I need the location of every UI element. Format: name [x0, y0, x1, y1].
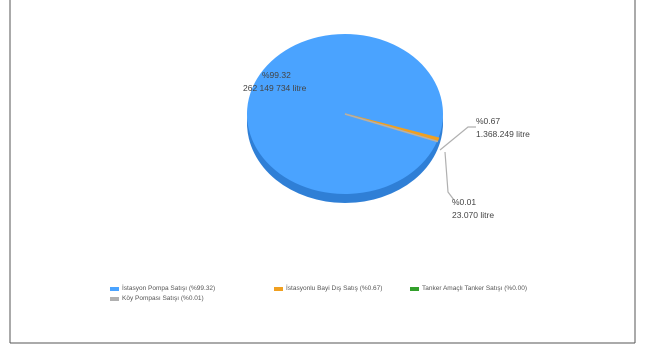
legend-item-tanker: Tanker Amaçlı Tanker Satışı (%0.00)	[410, 285, 570, 294]
label-slice-0-value: 262 149 734 litre	[243, 83, 307, 93]
legend-swatch	[110, 287, 119, 291]
pie-slice-3	[344, 113, 439, 143]
label-slice-3-value: 23.070 litre	[452, 210, 494, 220]
legend-label: Köy Pompası Satışı (%0.01)	[122, 295, 204, 302]
legend-swatch	[410, 287, 419, 291]
label-slice-0-percent: %99.32	[262, 70, 291, 80]
legend-label: İstasyonlu Bayi Dış Satış (%0.67)	[286, 285, 383, 292]
leader-line-0-01	[444, 151, 455, 201]
legend-label: İstasyon Pompa Satışı (%99.32)	[122, 285, 216, 292]
legend-item-istasyon-pompa: İstasyon Pompa Satışı (%99.32)	[110, 285, 215, 294]
legend-item-koy-pompasi: Köy Pompası Satışı (%0.01)	[110, 295, 204, 304]
chart-legend: İstasyon Pompa Satışı (%99.32) Köy Pompa…	[110, 283, 580, 323]
legend-swatch	[110, 297, 119, 301]
legend-item-bayi-dis-satis: İstasyonlu Bayi Dış Satış (%0.67)	[274, 285, 384, 294]
label-slice-3-percent: %0.01	[452, 197, 476, 207]
legend-label: Tanker Amaçlı Tanker Satışı (%0.00)	[422, 285, 528, 292]
label-slice-1-value: 1.368.249 litre	[476, 129, 530, 139]
label-slice-1-percent: %0.67	[476, 116, 500, 126]
leader-line-0-67	[439, 126, 476, 151]
legend-swatch	[274, 287, 283, 291]
